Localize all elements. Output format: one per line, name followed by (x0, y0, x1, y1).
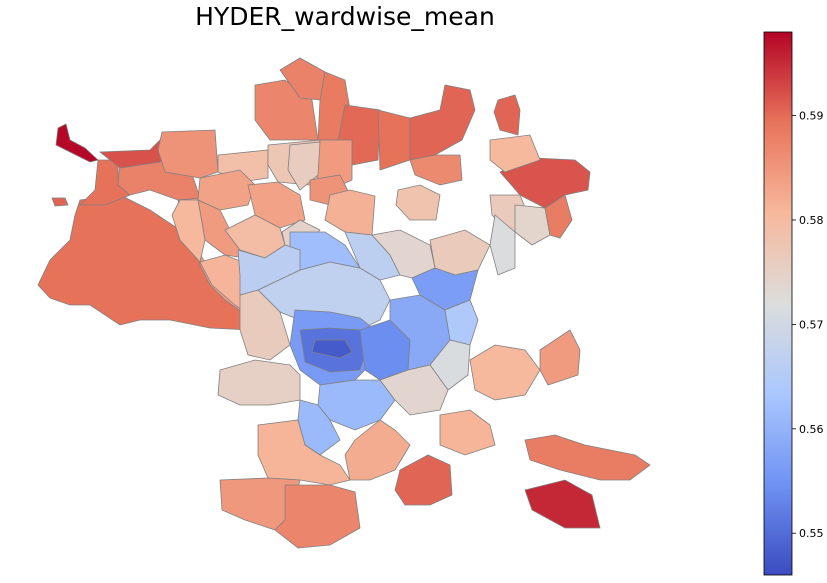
colorbar-gradient (763, 31, 793, 576)
ward-polygon (239, 289, 291, 361)
ward-polygon (395, 184, 441, 221)
ward-polygon (444, 299, 479, 346)
colorbar-tick-label: 0.56 (799, 423, 824, 436)
ward-polygon (514, 204, 551, 246)
ward-polygon (311, 339, 353, 359)
ward-polygon (411, 267, 479, 311)
ward-polygon (379, 364, 449, 416)
ward-polygon (493, 94, 521, 136)
ward-polygon (524, 479, 601, 529)
map-title: HYDER_wardwise_mean (195, 2, 495, 31)
ward-polygon (489, 214, 516, 276)
ward-polygon (409, 154, 463, 186)
ward-polygon (55, 123, 99, 163)
ward-polygon (539, 329, 581, 386)
colorbar-tick-label: 0.59 (799, 110, 824, 123)
ward-polygon (51, 197, 69, 207)
ward-polygon (344, 419, 411, 481)
colorbar-ticks: 0.55 0.56 0.57 0.58 0.59 (792, 110, 824, 540)
ward-polygon (489, 134, 541, 173)
ward-polygon (237, 244, 301, 296)
ward-polygon (439, 409, 496, 456)
ward-polygon (287, 141, 321, 191)
ward-polygon (499, 157, 591, 209)
colorbar-tick-label: 0.55 (799, 527, 824, 540)
colorbar-tick-label: 0.57 (799, 318, 824, 331)
ward-polygon (469, 344, 541, 401)
ward-polygon (274, 484, 361, 549)
ward-polygon (524, 434, 651, 481)
colorbar-tick-label: 0.58 (799, 214, 824, 227)
ward-polygon (544, 194, 573, 239)
ward-polygon (394, 454, 453, 506)
ward-polygons (37, 57, 651, 549)
